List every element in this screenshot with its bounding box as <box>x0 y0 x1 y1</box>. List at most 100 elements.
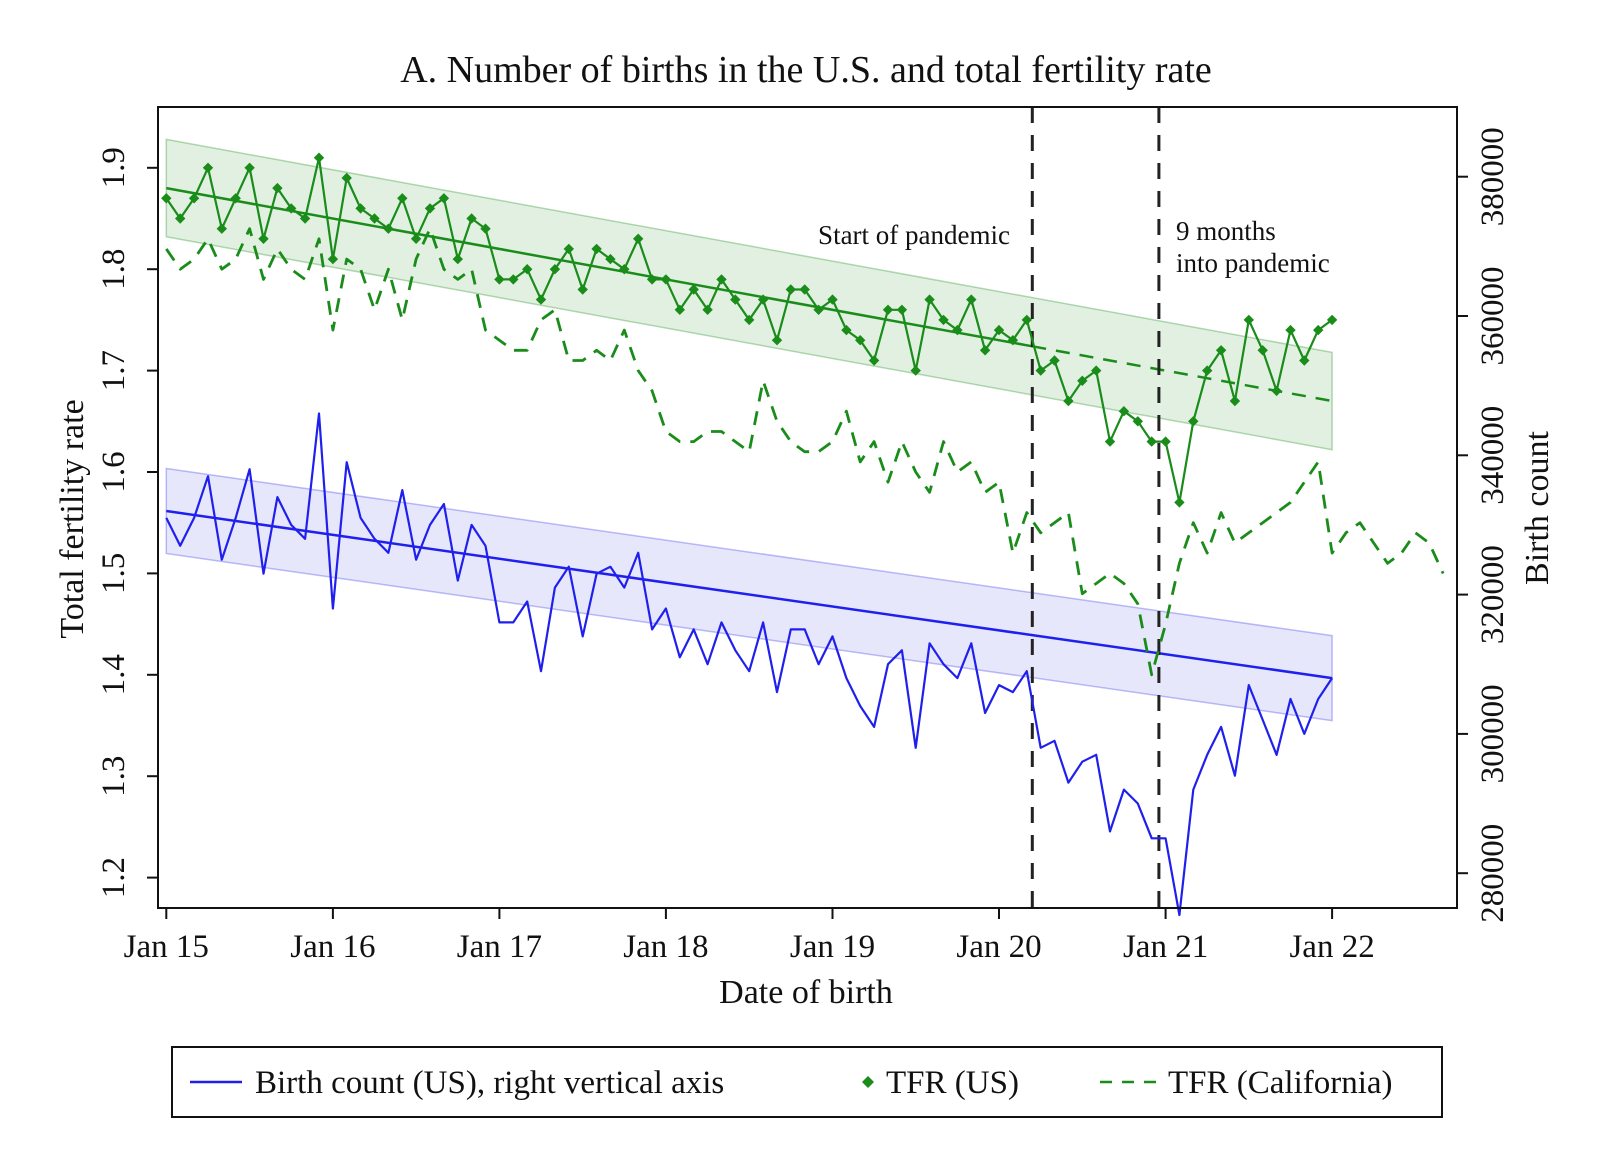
data-point-tfr-us-63 <box>1035 365 1046 376</box>
data-point-tfr-us-31 <box>591 243 602 255</box>
data-point-tfr-us-68 <box>1104 436 1116 447</box>
legend-tfr-california-label: TFR (California) <box>1168 1065 1393 1101</box>
data-point-tfr-us-19 <box>424 203 436 214</box>
annotation-9-months: 9 months <box>1176 216 1276 246</box>
data-point-tfr-us-67 <box>1091 365 1102 376</box>
data-point-tfr-us-29 <box>563 243 574 255</box>
data-point-tfr-us-5 <box>230 193 241 204</box>
data-point-tfr-us-28 <box>549 264 561 275</box>
y-left-tick-label-4: 1.6 <box>96 451 132 492</box>
data-point-tfr-us-37 <box>674 304 685 315</box>
data-point-tfr-us-47 <box>813 304 824 315</box>
data-point-tfr-us-53 <box>896 304 908 315</box>
data-point-tfr-us-74 <box>1188 416 1199 427</box>
data-point-tfr-us-46 <box>799 284 810 295</box>
legend-tfr-us-label: TFR (US) <box>886 1065 1019 1101</box>
data-point-tfr-us-36 <box>660 274 672 285</box>
data-point-tfr-us-27 <box>535 294 547 305</box>
legend-tfr-us-symbol <box>862 1076 874 1088</box>
data-point-tfr-us-16 <box>383 223 394 234</box>
data-point-tfr-us-17 <box>397 193 408 204</box>
data-point-tfr-us-44 <box>771 335 783 346</box>
data-point-tfr-us-49 <box>841 324 852 336</box>
data-point-tfr-us-79 <box>1257 345 1268 356</box>
data-point-tfr-us-14 <box>355 203 366 214</box>
data-point-tfr-us-33 <box>619 264 630 275</box>
plot-area: Jan 15 Jan 16 Jan 17 Jan 18 Jan 19 Jan 20 Jan … <box>96 106 1511 965</box>
x-tick-label-3: Jan 18 <box>623 929 708 965</box>
y-left-tick-label-1: 1.3 <box>96 756 132 797</box>
data-point-tfr-us-22 <box>466 213 477 224</box>
legend-birth-count-label: Birth count (US), right vertical axis <box>255 1065 724 1101</box>
data-point-tfr-us-83 <box>1313 324 1324 336</box>
y-right-tick-label-4: 360000 <box>1475 267 1511 366</box>
series-line-tfr-california <box>165 227 1445 677</box>
plot-frame <box>157 106 1458 909</box>
y-right-tick-label-0: 280000 <box>1475 824 1511 923</box>
data-point-tfr-us-58 <box>966 294 977 305</box>
y-right-tick-label-5: 380000 <box>1475 127 1511 226</box>
data-point-tfr-us-64 <box>1049 355 1060 366</box>
data-point-tfr-us-62 <box>1021 314 1032 326</box>
data-point-tfr-us-1 <box>175 213 186 224</box>
data-point-tfr-us-11 <box>313 152 325 163</box>
y-right-tick-label-2: 320000 <box>1475 545 1511 644</box>
data-point-tfr-us-9 <box>286 203 297 214</box>
x-tick-label-2: Jan 17 <box>457 929 542 965</box>
data-point-tfr-us-80 <box>1271 385 1282 397</box>
data-point-tfr-us-54 <box>910 365 921 376</box>
data-point-tfr-us-32 <box>605 253 616 265</box>
y-left-tick-label-7: 1.9 <box>96 147 132 188</box>
data-point-tfr-us-38 <box>688 284 699 295</box>
data-point-tfr-us-7 <box>258 233 269 244</box>
x-tick-label-4: Jan 19 <box>790 929 875 965</box>
data-point-tfr-us-24 <box>494 274 505 285</box>
data-point-tfr-us-77 <box>1229 395 1241 407</box>
data-point-tfr-us-81 <box>1285 324 1296 336</box>
data-point-tfr-us-30 <box>577 284 588 295</box>
data-point-tfr-us-66 <box>1077 375 1088 386</box>
annotation-into-pandemic: into pandemic <box>1176 248 1330 278</box>
data-point-tfr-us-3 <box>202 162 214 173</box>
data-point-tfr-us-6 <box>244 162 255 173</box>
data-point-tfr-us-76 <box>1215 345 1227 356</box>
chart-title: A. Number of births in the U.S. and tota… <box>400 49 1212 91</box>
data-point-tfr-us-26 <box>522 264 533 275</box>
data-point-tfr-us-20 <box>438 193 450 204</box>
data-point-tfr-us-23 <box>480 223 491 234</box>
data-point-tfr-us-45 <box>785 284 796 295</box>
data-point-tfr-us-41 <box>730 294 741 305</box>
data-point-tfr-us-42 <box>744 314 755 326</box>
trend-line-projection-0 <box>1032 345 1333 403</box>
data-point-tfr-us-21 <box>452 253 463 265</box>
data-point-tfr-us-2 <box>188 193 200 204</box>
data-point-tfr-us-40 <box>716 274 727 285</box>
annotation-start-of-pandemic: Start of pandemic <box>818 220 1010 250</box>
x-tick-label-1: Jan 16 <box>290 929 375 965</box>
data-point-tfr-us-12 <box>327 253 339 265</box>
y-left-tick-label-3: 1.5 <box>96 553 132 594</box>
data-point-tfr-us-52 <box>882 304 894 315</box>
x-tick-label-7: Jan 22 <box>1289 929 1374 965</box>
trend-line-1 <box>166 509 1333 680</box>
data-point-tfr-us-0 <box>161 193 172 204</box>
data-point-tfr-us-78 <box>1243 314 1254 326</box>
data-point-tfr-us-59 <box>979 345 991 356</box>
data-point-tfr-us-4 <box>216 223 227 234</box>
data-point-tfr-us-72 <box>1160 436 1171 447</box>
data-point-tfr-us-82 <box>1299 355 1310 366</box>
data-point-tfr-us-71 <box>1146 436 1157 447</box>
data-point-tfr-us-55 <box>924 294 935 305</box>
trend-line-0 <box>166 186 1033 348</box>
x-tick-label-6: Jan 21 <box>1123 929 1208 965</box>
data-point-tfr-us-25 <box>508 274 519 285</box>
data-point-tfr-us-57 <box>952 324 963 336</box>
data-point-tfr-us-34 <box>633 233 644 244</box>
y-left-tick-label-5: 1.7 <box>96 350 132 391</box>
y-left-tick-label-6: 1.8 <box>96 249 132 290</box>
data-point-tfr-us-69 <box>1118 406 1130 417</box>
x-tick-label-0: Jan 15 <box>124 929 209 965</box>
y-right-tick-label-3: 340000 <box>1475 406 1511 505</box>
data-point-tfr-us-39 <box>702 304 713 315</box>
